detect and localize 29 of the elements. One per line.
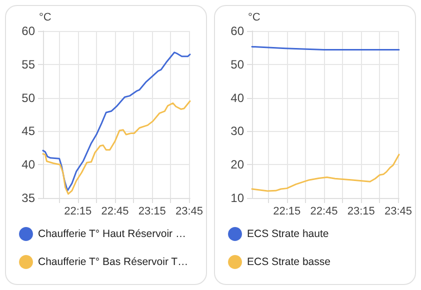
y-tick-label: 60 — [230, 24, 244, 38]
x-tick-label: 23:15 — [138, 206, 166, 218]
line-series — [251, 154, 400, 192]
y-tick-label: 45 — [22, 124, 36, 138]
y-axis-title: °C — [248, 12, 260, 24]
legend-label: Chaufferie T° Bas Réservoir T… — [38, 256, 188, 268]
y-tick-label: 50 — [22, 90, 36, 105]
legend-label: ECS Strate basse — [247, 256, 331, 268]
y-tick-label: 50 — [230, 57, 244, 72]
y-tick-label: 10 — [230, 191, 244, 205]
legend-label: Chaufferie T° Haut Réservoir … — [38, 228, 186, 240]
y-tick-label: 40 — [230, 90, 244, 105]
x-tick-label: 22:45 — [310, 206, 338, 218]
legend-label: ECS Strate haute — [247, 228, 329, 240]
y-tick-label: 40 — [22, 158, 36, 172]
x-tick-label: 23:15 — [347, 206, 375, 218]
line-series — [42, 52, 191, 192]
x-tick-label: 22:15 — [64, 206, 92, 218]
x-tick-label: 22:45 — [101, 206, 129, 218]
y-tick-label: 30 — [230, 124, 244, 138]
x-tick-label: 23:45 — [384, 206, 412, 218]
y-tick-label: 60 — [22, 24, 36, 38]
y-tick-label: 20 — [230, 158, 244, 172]
y-tick-label: 35 — [22, 191, 36, 205]
line-series — [42, 100, 191, 195]
x-tick-label: 22:15 — [273, 206, 301, 218]
x-tick-label: 23:45 — [175, 206, 203, 218]
y-axis-title: °C — [39, 12, 52, 24]
y-tick-label: 55 — [22, 57, 36, 72]
